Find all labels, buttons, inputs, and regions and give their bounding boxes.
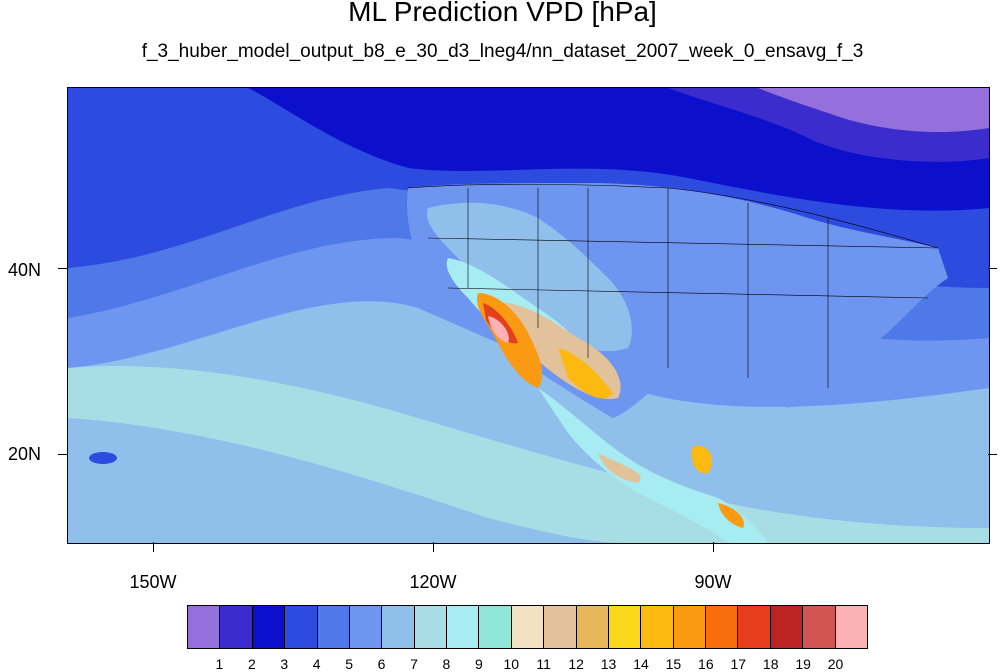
colorbar-label: 17 xyxy=(730,656,747,672)
lon-tick-120w xyxy=(433,542,434,552)
colorbar-box xyxy=(414,606,447,648)
colorbar-box xyxy=(770,606,804,648)
central-america-orange xyxy=(718,503,744,528)
colorbar-label: 19 xyxy=(795,656,811,672)
colorbar-label: 18 xyxy=(762,656,779,672)
plot-title: ML Prediction VPD [hPa] xyxy=(348,0,657,27)
colorbar-box xyxy=(706,606,739,648)
lon-label-120w: 120W xyxy=(409,572,457,592)
mexico-tan xyxy=(598,453,641,483)
colorbar-box xyxy=(511,606,545,648)
lon-label-90w: 90W xyxy=(694,572,732,592)
colorbar-box xyxy=(738,606,771,648)
colorbar-label: 10 xyxy=(503,656,520,672)
colorbar-box xyxy=(349,606,383,648)
colorbar-box xyxy=(220,606,253,648)
colorbar-box xyxy=(285,606,318,648)
north-lavender xyxy=(758,88,989,133)
plot-subtitle: f_3_huber_model_output_b8_e_30_d3_lneg4/… xyxy=(141,41,864,62)
lon-label-150w: 150W xyxy=(129,572,177,592)
colorbar-box xyxy=(188,606,221,648)
lat-tick-40n xyxy=(58,268,67,269)
colorbar-box xyxy=(317,606,350,648)
southwest-band xyxy=(68,418,628,543)
colorbar-box xyxy=(479,606,512,648)
lon-tick-90w xyxy=(713,542,714,552)
colorbar-box xyxy=(673,606,706,648)
colorbar-box xyxy=(641,606,674,648)
colorbar-label: 2 xyxy=(247,656,256,672)
colorbar-box xyxy=(608,606,642,648)
colorbar-box xyxy=(544,606,577,648)
colorbar xyxy=(187,605,868,649)
mexico-orange xyxy=(558,348,613,399)
colorbar-label: 6 xyxy=(377,656,386,672)
colorbar-box xyxy=(576,606,609,648)
lat-tick-20n xyxy=(58,454,67,455)
ocean-band-3 xyxy=(68,88,989,211)
lat-label-20n: 20N xyxy=(8,444,42,464)
colorbar-box xyxy=(382,606,415,648)
state-borders xyxy=(407,183,939,388)
vpd-map-svg xyxy=(68,88,989,543)
desert-core xyxy=(488,316,509,343)
west-interior xyxy=(427,202,632,352)
lat-tick-20n-right xyxy=(988,454,997,455)
vpd-map xyxy=(67,87,990,544)
lat-label-40n: 40N xyxy=(8,260,42,280)
colorbar-label: 7 xyxy=(410,656,418,672)
colorbar-label: 1 xyxy=(215,656,224,672)
colorbar-label: 16 xyxy=(698,656,714,672)
colorbar-label: 12 xyxy=(568,656,584,672)
lat-tick-40n-right xyxy=(988,268,997,269)
colorbar-box xyxy=(835,606,867,648)
colorbar-label: 13 xyxy=(600,656,617,672)
pacific-blob xyxy=(68,88,268,233)
cuba-orange xyxy=(691,445,713,474)
colorbar-label: 11 xyxy=(536,656,551,672)
colorbar-box xyxy=(803,606,836,648)
colorbar-label: 8 xyxy=(442,656,451,672)
colorbar-label: 3 xyxy=(280,656,289,672)
hawaii-islands xyxy=(89,452,117,464)
colorbar-label: 4 xyxy=(312,656,321,672)
colorbar-box xyxy=(252,606,286,648)
colorbar-label: 14 xyxy=(633,656,649,672)
colorbar-label: 5 xyxy=(345,656,354,672)
colorbar-label: 9 xyxy=(474,656,483,672)
colorbar-box xyxy=(447,606,480,648)
colorbar-label: 15 xyxy=(665,656,682,672)
mexico-land xyxy=(538,388,768,543)
colorbar-label: 20 xyxy=(827,656,844,672)
lon-tick-150w xyxy=(153,542,154,552)
